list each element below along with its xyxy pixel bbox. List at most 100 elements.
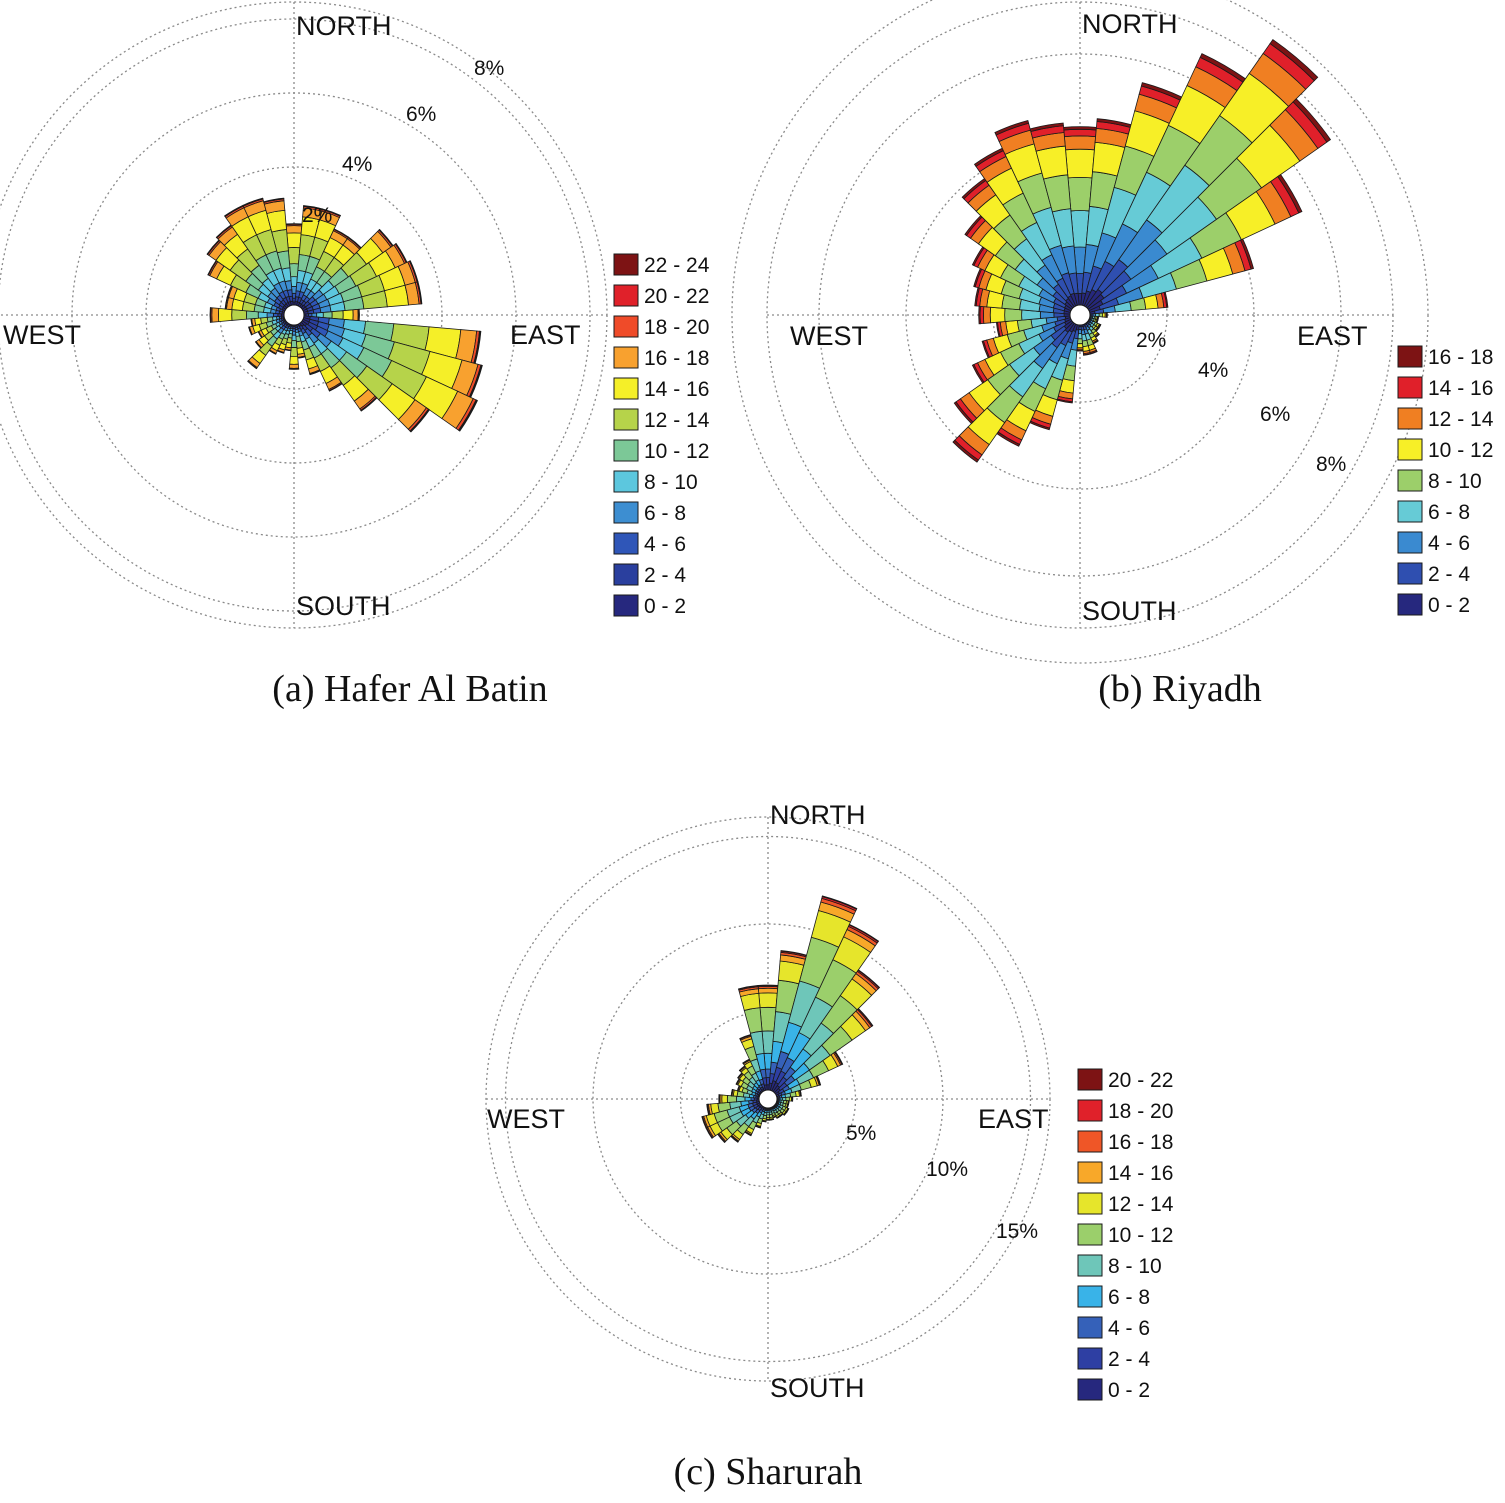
grid-ring <box>71 92 517 538</box>
bar-sharurah-80-bin-10 <box>799 1089 802 1097</box>
bar-riyadh-270-bin-8 <box>978 305 981 325</box>
legend-swatch <box>1397 531 1423 554</box>
riyadh-gridlines <box>731 0 1429 664</box>
bar-sharurah-70-bin-10 <box>816 1075 822 1086</box>
cardinal-east: EAST <box>978 1104 1049 1134</box>
legend-label: 14 - 16 <box>644 378 709 401</box>
bar-riyadh-70-bin-8 <box>1239 238 1255 270</box>
legend-swatch <box>1077 1378 1103 1401</box>
bar-hafer-0-bin-8 <box>285 225 303 234</box>
legend-label: 8 - 10 <box>1108 1255 1162 1278</box>
panel-sharurah: 5% 10% 15% NORTH SOUTH EAST WEST 20 - 22 18 - 20… <box>485 800 1174 1493</box>
bar-riyadh-220-bin-8 <box>952 439 979 463</box>
bar-hafer-140-bin-11 <box>360 397 378 412</box>
bar-sharurah-270-bin-6 <box>721 1094 728 1104</box>
ring-label: 2% <box>302 204 332 227</box>
bar-riyadh-270-bin-5 <box>989 306 1006 324</box>
center-hole <box>1069 304 1091 326</box>
bar-sharurah-0-bin-7 <box>757 987 779 994</box>
bar-sharurah-260-bin-10 <box>706 1103 710 1116</box>
bar-sharurah-30-bin-10 <box>848 923 880 943</box>
ring-label: 6% <box>1260 403 1290 426</box>
panel-caption: (c) Sharurah <box>674 1451 863 1493</box>
bar-riyadh-60-bin-8 <box>1277 173 1303 214</box>
bar-riyadh-270-bin-4 <box>1004 307 1023 323</box>
legend-swatch <box>1077 1223 1103 1246</box>
bar-hafer-0-bin-11 <box>285 223 303 225</box>
legend-label: 16 - 18 <box>1428 346 1493 369</box>
bar-riyadh-270-bin-6 <box>983 306 991 324</box>
bar-hafer-350-bin-11 <box>263 197 285 203</box>
legend-swatch <box>613 408 639 431</box>
bar-hafer-90-bin-8 <box>352 308 359 322</box>
bar-sharurah-250-bin-10 <box>701 1116 707 1129</box>
legend-swatch <box>613 439 639 462</box>
hafer-bars <box>206 197 483 433</box>
legend-label: 12 - 14 <box>1428 408 1494 431</box>
bar-hafer-90-bin-7 <box>342 309 354 321</box>
legend-swatch <box>613 284 639 307</box>
legend-swatch <box>1077 1192 1103 1215</box>
riyadh-bars <box>952 39 1332 463</box>
grid-outer-ring <box>0 1 608 629</box>
cardinal-east: EAST <box>1297 321 1368 351</box>
bar-riyadh-250-bin-8 <box>981 340 990 359</box>
cardinal-north: NORTH <box>770 800 866 830</box>
legend-label: 18 - 20 <box>644 316 709 339</box>
legend-label: 0 - 2 <box>1108 1379 1150 1402</box>
bar-hafer-0-bin-7 <box>286 232 302 249</box>
bar-riyadh-170-bin-8 <box>1083 353 1091 356</box>
cardinal-north: NORTH <box>1082 9 1178 39</box>
bar-riyadh-180-bin-8 <box>1076 350 1084 352</box>
bar-riyadh-90-bin-4 <box>1098 312 1103 318</box>
hafer-legend: 22 - 24 20 - 22 18 - 20 16 - 18 14 - 16 12 - … <box>613 253 710 618</box>
bar-hafer-270-bin-6 <box>231 309 248 321</box>
bar-sharurah-40-bin-10 <box>857 969 881 989</box>
legend-label: 6 - 8 <box>1428 501 1470 524</box>
bar-riyadh-180-bin-5 <box>1076 343 1084 349</box>
bar-sharurah-60-bin-10 <box>834 1051 844 1065</box>
cardinal-east: EAST <box>510 320 581 350</box>
legend-label: 10 - 12 <box>1108 1224 1173 1247</box>
center-hole <box>283 304 305 326</box>
bar-riyadh-50-bin-8 <box>1292 98 1332 143</box>
bar-riyadh-0-bin-5 <box>1065 148 1095 179</box>
legend-swatch <box>1077 1254 1103 1277</box>
legend-swatch <box>1077 1347 1103 1370</box>
bar-hafer-150-bin-11 <box>328 383 343 392</box>
grid-ring <box>992 227 1168 403</box>
grid-ring <box>504 835 1032 1363</box>
legend-swatch <box>1077 1068 1103 1091</box>
grid-ring <box>592 923 944 1275</box>
legend-label: 4 - 6 <box>644 533 686 556</box>
bar-riyadh-0-bin-4 <box>1067 176 1093 212</box>
grid-outer-ring <box>485 816 1051 1382</box>
center-hole <box>758 1089 778 1109</box>
legend-label: 0 - 2 <box>1428 594 1470 617</box>
legend-label: 20 - 22 <box>1108 1069 1173 1092</box>
legend-swatch <box>1397 593 1423 616</box>
bar-riyadh-230-bin-8 <box>953 401 974 425</box>
legend-swatch <box>613 253 639 276</box>
ring-label: 8% <box>474 57 504 80</box>
legend-swatch <box>613 377 639 400</box>
bar-hafer-230-bin-11 <box>254 341 262 349</box>
legend-swatch <box>613 470 639 493</box>
grid-outer-ring <box>766 1 1394 629</box>
ring-label: 2% <box>1136 329 1166 352</box>
ring-label: 4% <box>342 153 372 176</box>
grid-ring <box>818 53 1342 577</box>
cardinal-west: WEST <box>790 321 868 351</box>
legend-label: 14 - 16 <box>1108 1162 1173 1185</box>
legend-label: 2 - 4 <box>644 564 686 587</box>
legend-swatch <box>613 501 639 524</box>
legend-label: 12 - 14 <box>644 409 710 432</box>
bar-hafer-270-bin-8 <box>211 307 220 323</box>
legend-label: 4 - 6 <box>1108 1317 1150 1340</box>
legend-swatch <box>1397 345 1423 368</box>
cardinal-west: WEST <box>3 320 81 350</box>
bar-sharurah-130-bin-10 <box>783 1111 788 1116</box>
bar-riyadh-80-bin-8 <box>1163 291 1169 308</box>
legend-label: 2 - 4 <box>1428 563 1470 586</box>
bar-hafer-0-bin-6 <box>287 247 301 265</box>
